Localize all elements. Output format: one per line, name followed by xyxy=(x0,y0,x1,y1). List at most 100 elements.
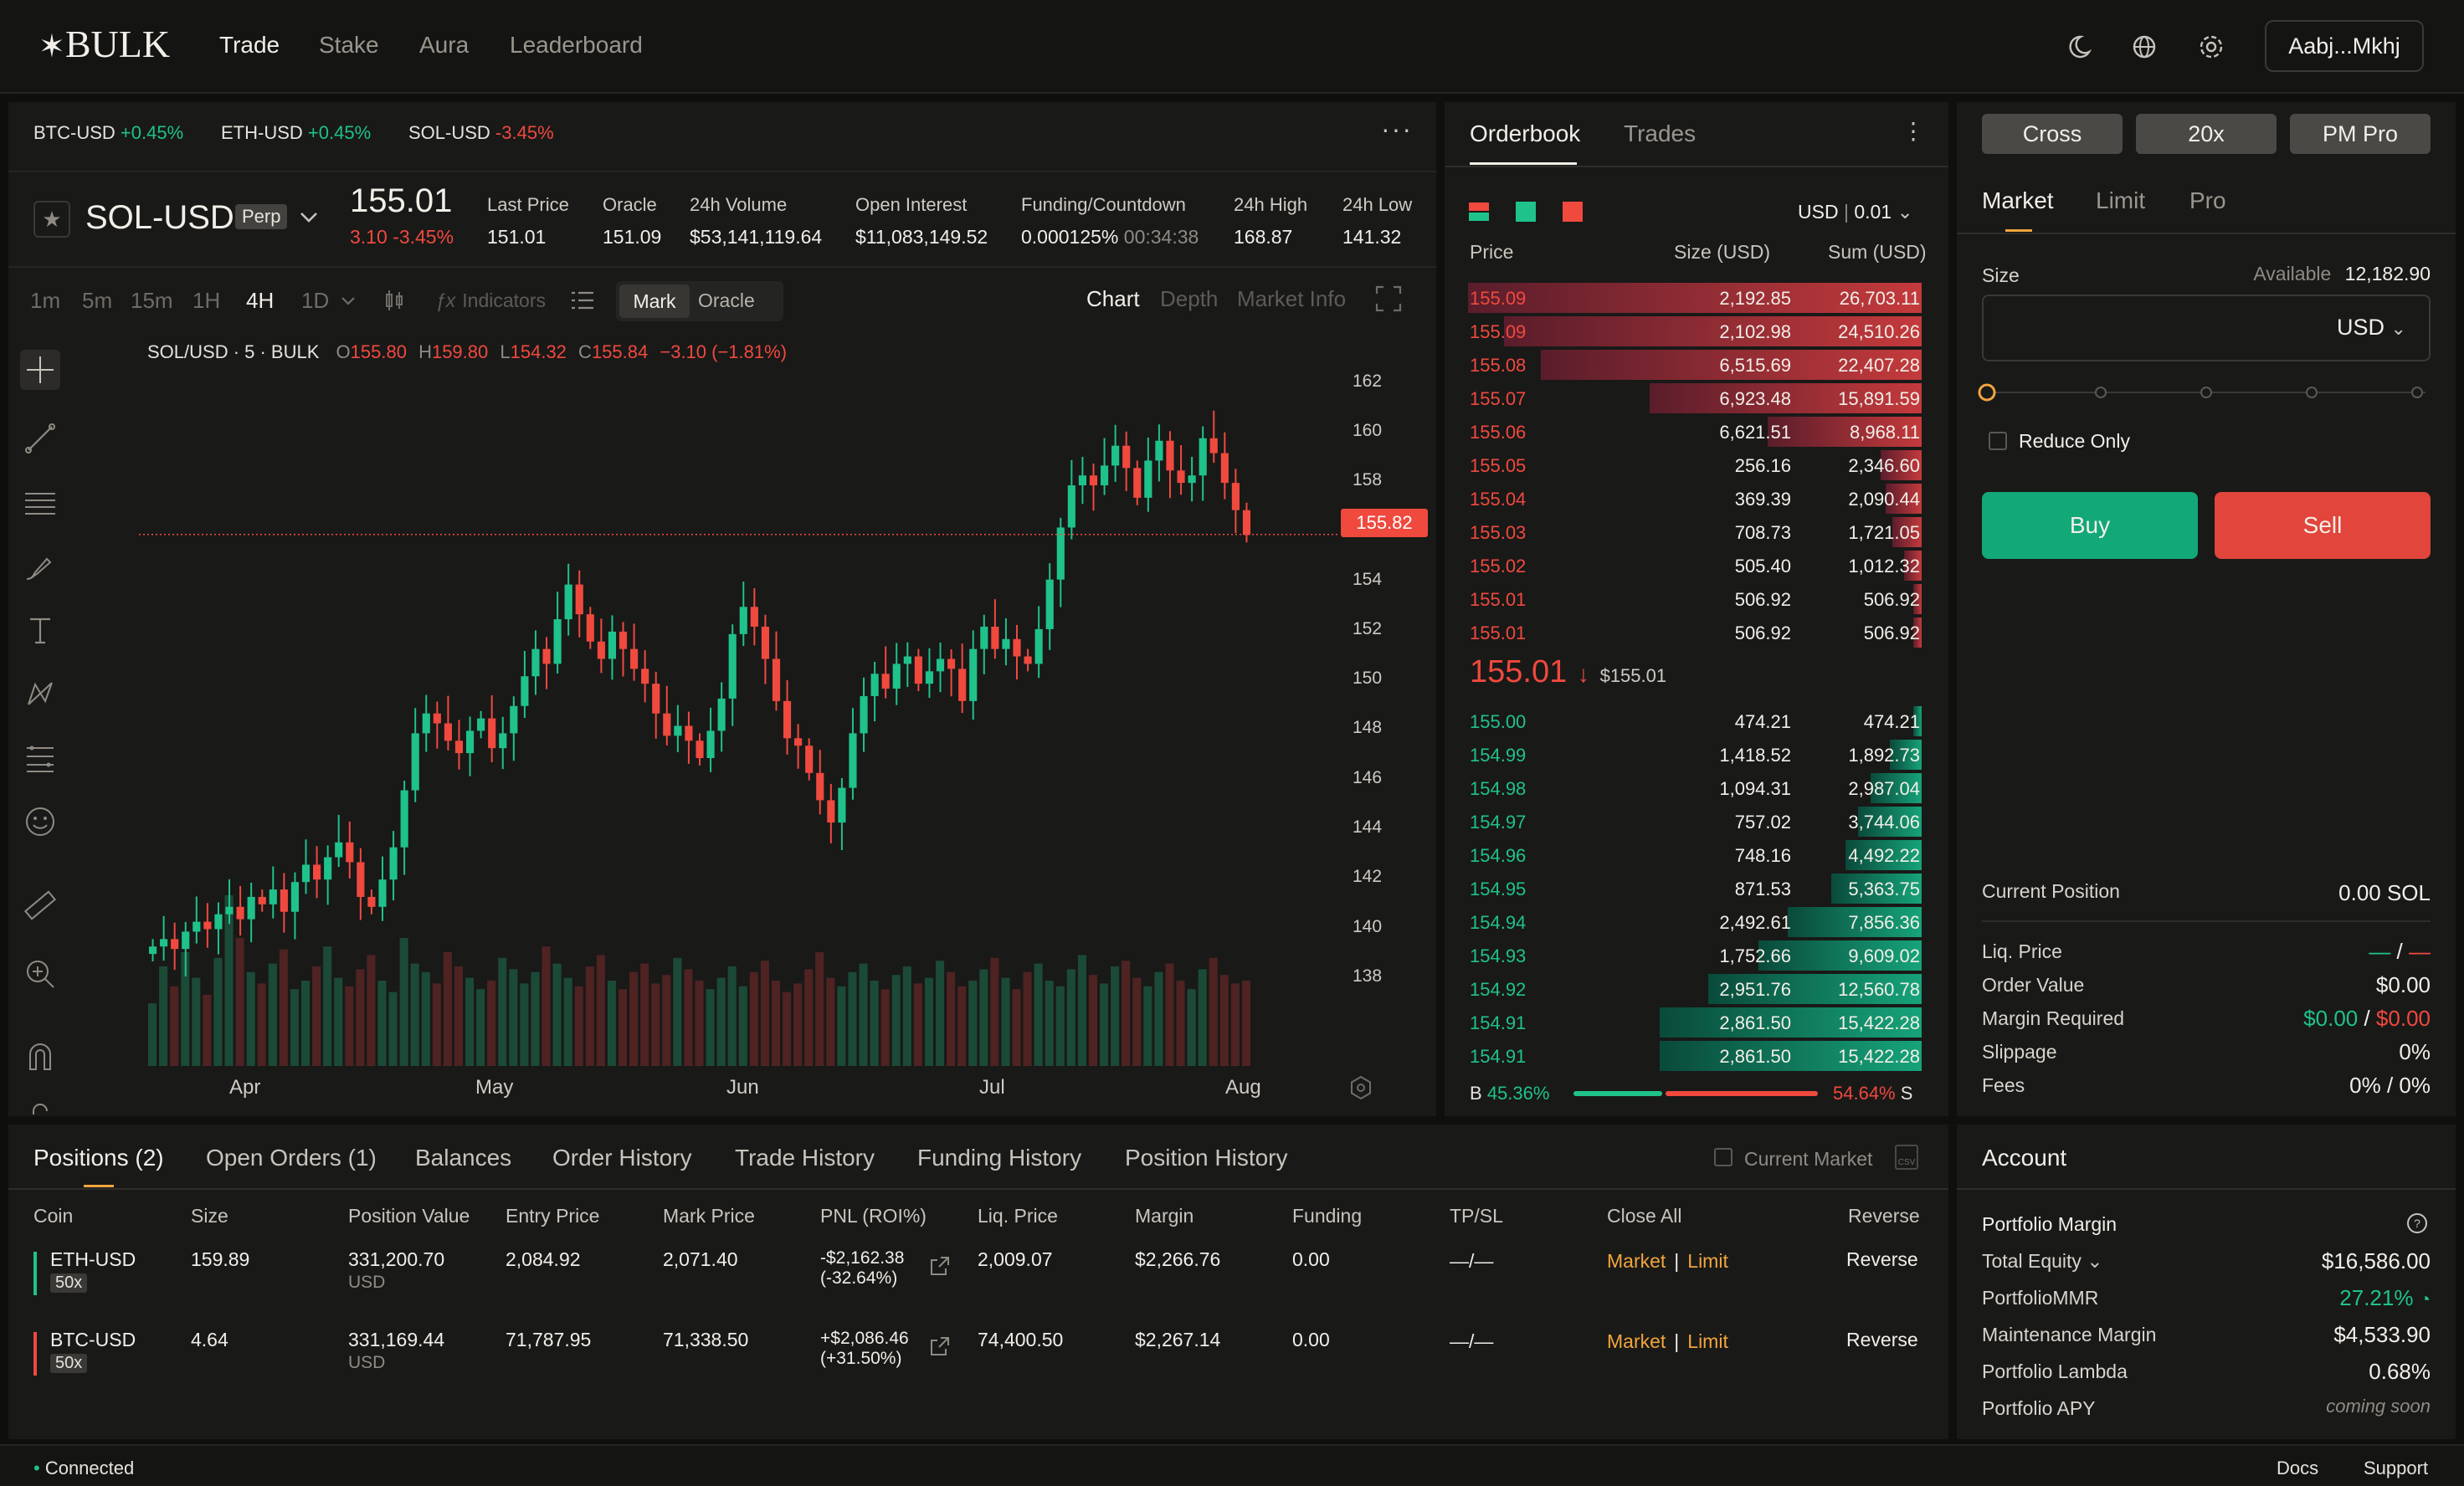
reduce-only-checkbox[interactable] xyxy=(1989,432,2007,450)
position-coin[interactable]: BTC-USD xyxy=(50,1329,136,1350)
bid-row[interactable]: 154.97 757.02 3,744.06 xyxy=(1468,805,1922,838)
ask-row[interactable]: 155.09 2,192.85 26,703.11 xyxy=(1468,281,1922,315)
ask-row[interactable]: 155.01 506.92 506.92 xyxy=(1468,616,1922,649)
bid-row[interactable]: 154.91 2,861.50 15,422.28 xyxy=(1468,1006,1922,1039)
favorite-star-icon[interactable]: ★ xyxy=(33,201,70,238)
logo[interactable]: ✶BULK xyxy=(38,23,171,65)
tab-position-history[interactable]: Position History xyxy=(1125,1145,1288,1171)
gear-icon[interactable] xyxy=(2194,30,2228,64)
tab-orderbook[interactable]: Orderbook xyxy=(1470,120,1581,146)
ask-row[interactable]: 155.02 505.40 1,012.32 xyxy=(1468,549,1922,582)
more-icon[interactable]: ··· xyxy=(1381,114,1413,144)
margin-mode-button[interactable]: Cross xyxy=(1982,114,2123,154)
tpsl-button[interactable]: —/— xyxy=(1450,1250,1494,1272)
smiley-icon[interactable] xyxy=(20,802,60,842)
bid-row[interactable]: 155.00 474.21 474.21 xyxy=(1468,705,1922,738)
size-input[interactable] xyxy=(1982,295,2431,361)
view-depth-tab[interactable]: Depth xyxy=(1160,286,1219,311)
zoom-in-icon[interactable] xyxy=(20,954,60,994)
pattern-icon[interactable] xyxy=(20,674,60,715)
buy-button[interactable]: Buy xyxy=(1982,492,2198,559)
lock-icon[interactable] xyxy=(20,1098,60,1114)
close-market-button[interactable]: Market xyxy=(1607,1330,1666,1352)
close-all-button[interactable]: Close All xyxy=(1607,1205,1682,1227)
fib-icon[interactable] xyxy=(20,738,60,778)
tab-positions[interactable]: Positions (2) xyxy=(33,1145,164,1171)
order-type-limit[interactable]: Limit xyxy=(2096,187,2146,213)
csv-export-icon[interactable]: CSV xyxy=(1895,1145,1918,1170)
view-bids-icon[interactable] xyxy=(1515,201,1537,223)
market-symbol[interactable]: SOL-USD xyxy=(85,199,234,236)
tab-trades[interactable]: Trades xyxy=(1624,120,1697,146)
nav-stake[interactable]: Stake xyxy=(319,32,379,58)
nav-trade[interactable]: Trade xyxy=(219,32,280,58)
ticker-btc[interactable]: BTC-USD +0.45% xyxy=(33,122,184,143)
ask-row[interactable]: 155.06 6,621.51 8,968.11 xyxy=(1468,415,1922,448)
text-tool-icon[interactable] xyxy=(20,611,60,651)
reverse-button[interactable]: Reverse xyxy=(1846,1329,1918,1350)
ask-row[interactable]: 155.08 6,515.69 22,407.28 xyxy=(1468,348,1922,382)
sell-button[interactable]: Sell xyxy=(2215,492,2431,559)
share-icon[interactable] xyxy=(929,1335,951,1357)
bid-row[interactable]: 154.93 1,752.66 9,609.02 xyxy=(1468,939,1922,972)
ob-currency-select[interactable]: USD | 0.01 ⌄ xyxy=(1798,201,1913,223)
reduce-only-label[interactable]: Reduce Only xyxy=(2019,430,2130,452)
fullscreen-icon[interactable] xyxy=(1374,284,1403,313)
price-source-mark[interactable]: Mark xyxy=(619,284,690,318)
tf-4h[interactable]: 4H xyxy=(246,288,275,313)
trend-line-icon[interactable] xyxy=(20,418,60,459)
price-chart[interactable] xyxy=(134,351,1339,1068)
footer-support-link[interactable]: Support xyxy=(2364,1458,2429,1478)
brush-icon[interactable] xyxy=(20,547,60,587)
ask-row[interactable]: 155.04 369.39 2,090.44 xyxy=(1468,482,1922,515)
bid-row[interactable]: 154.98 1,094.31 2,987.04 xyxy=(1468,771,1922,805)
tab-trade-history[interactable]: Trade History xyxy=(735,1145,875,1171)
tf-1d[interactable]: 1D xyxy=(301,288,330,313)
position-coin[interactable]: ETH-USD xyxy=(50,1248,136,1270)
ticker-eth[interactable]: ETH-USD +0.45% xyxy=(221,122,372,143)
ask-row[interactable]: 155.09 2,102.98 24,510.26 xyxy=(1468,315,1922,348)
tf-1m[interactable]: 1m xyxy=(30,288,61,313)
tab-balances[interactable]: Balances xyxy=(415,1145,512,1171)
account-mode-button[interactable]: PM Pro xyxy=(2290,114,2431,154)
crosshair-tool-icon[interactable] xyxy=(20,350,60,390)
nav-leaderboard[interactable]: Leaderboard xyxy=(510,32,643,58)
ask-row[interactable]: 155.03 708.73 1,721.05 xyxy=(1468,515,1922,549)
close-limit-button[interactable]: Limit xyxy=(1687,1250,1728,1272)
close-limit-button[interactable]: Limit xyxy=(1687,1330,1728,1352)
indicators-button[interactable]: ƒx Indicators xyxy=(435,290,547,311)
chart-settings-icon[interactable] xyxy=(1348,1074,1374,1101)
bid-row[interactable]: 154.91 2,861.50 15,422.28 xyxy=(1468,1039,1922,1073)
current-market-label[interactable]: Current Market xyxy=(1744,1148,1873,1170)
horizontal-lines-icon[interactable] xyxy=(20,484,60,524)
tab-order-history[interactable]: Order History xyxy=(552,1145,692,1171)
bid-row[interactable]: 154.95 871.53 5,363.75 xyxy=(1468,872,1922,905)
total-equity-label[interactable]: Total Equity ⌄ xyxy=(1982,1250,2103,1272)
tf-5m[interactable]: 5m xyxy=(82,288,113,313)
close-market-button[interactable]: Market xyxy=(1607,1250,1666,1272)
tf-15m[interactable]: 15m xyxy=(131,288,173,313)
nav-aura[interactable]: Aura xyxy=(419,32,470,58)
reverse-button[interactable]: Reverse xyxy=(1846,1248,1918,1270)
current-market-checkbox[interactable] xyxy=(1714,1148,1732,1166)
magnet-icon[interactable] xyxy=(20,1036,60,1076)
help-icon[interactable]: ? xyxy=(2405,1212,2429,1235)
tab-funding-history[interactable]: Funding History xyxy=(917,1145,1082,1171)
more-vertical-icon[interactable]: ⋮ xyxy=(1902,118,1925,144)
price-source-oracle[interactable]: Oracle xyxy=(698,290,755,311)
order-type-market[interactable]: Market xyxy=(1982,187,2054,213)
bid-row[interactable]: 154.99 1,418.52 1,892.73 xyxy=(1468,738,1922,771)
share-icon[interactable] xyxy=(929,1255,951,1277)
ruler-icon[interactable] xyxy=(20,885,60,925)
tf-1h[interactable]: 1H xyxy=(192,288,221,313)
candles-icon[interactable] xyxy=(382,288,407,313)
ask-row[interactable]: 155.01 506.92 506.92 xyxy=(1468,582,1922,616)
footer-docs-link[interactable]: Docs xyxy=(2277,1458,2319,1478)
order-type-pro[interactable]: Pro xyxy=(2189,187,2226,213)
ask-row[interactable]: 155.05 256.16 2,346.60 xyxy=(1468,448,1922,482)
globe-icon[interactable] xyxy=(2128,30,2161,64)
list-icon[interactable] xyxy=(569,288,596,313)
leverage-button[interactable]: 20x xyxy=(2136,114,2277,154)
chevron-down-icon[interactable] xyxy=(340,295,357,308)
size-slider[interactable] xyxy=(1977,380,2436,405)
